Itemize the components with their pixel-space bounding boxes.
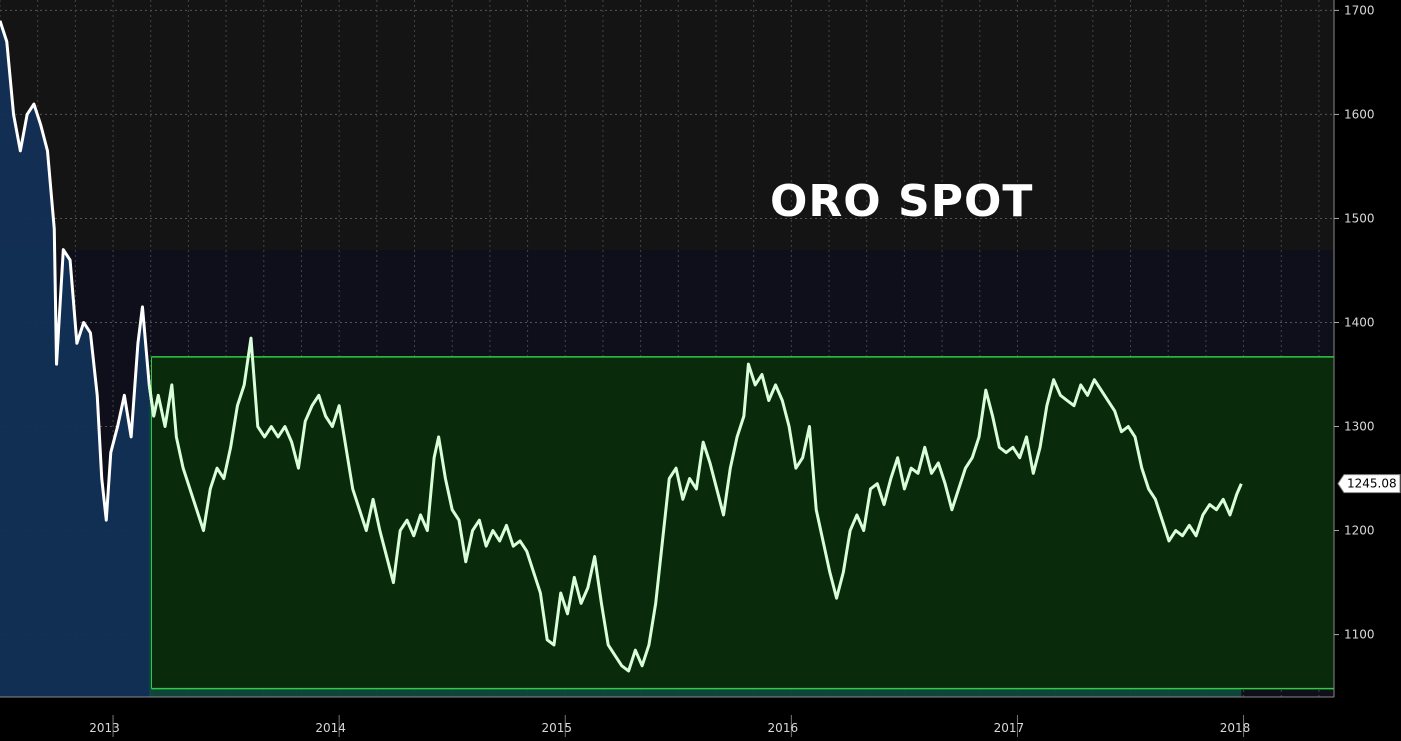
plot-background-top xyxy=(0,0,1334,250)
x-tick-label: 2018 xyxy=(1220,721,1251,735)
last-value-label: 1245.08 xyxy=(1347,477,1397,491)
chart-title: ORO SPOT xyxy=(770,176,1033,227)
y-tick-label: 1100 xyxy=(1344,628,1375,642)
price-line-pre-channel xyxy=(0,20,156,522)
area-fill-pre-channel xyxy=(0,20,154,697)
x-tick-label: 2013 xyxy=(89,721,120,735)
y-tick-label: 1600 xyxy=(1344,107,1375,121)
x-tick-label: 2015 xyxy=(541,721,572,735)
last-value-tag-bg xyxy=(1337,474,1401,494)
y-tick-label: 1300 xyxy=(1344,420,1375,434)
y-tick-label: 1700 xyxy=(1344,3,1375,17)
x-tick-label: 2016 xyxy=(768,721,799,735)
y-tick-label: 1400 xyxy=(1344,315,1375,329)
x-tick-label: 2017 xyxy=(994,721,1025,735)
x-axis-band xyxy=(0,697,1401,741)
y-tick-label: 1200 xyxy=(1344,524,1375,538)
y-tick-label: 1500 xyxy=(1344,211,1375,225)
last-value-tag: 1245.08 xyxy=(1337,474,1401,494)
channel-box xyxy=(151,356,1334,689)
price-line-channel xyxy=(147,336,1243,673)
x-tick-label: 2014 xyxy=(315,721,346,735)
